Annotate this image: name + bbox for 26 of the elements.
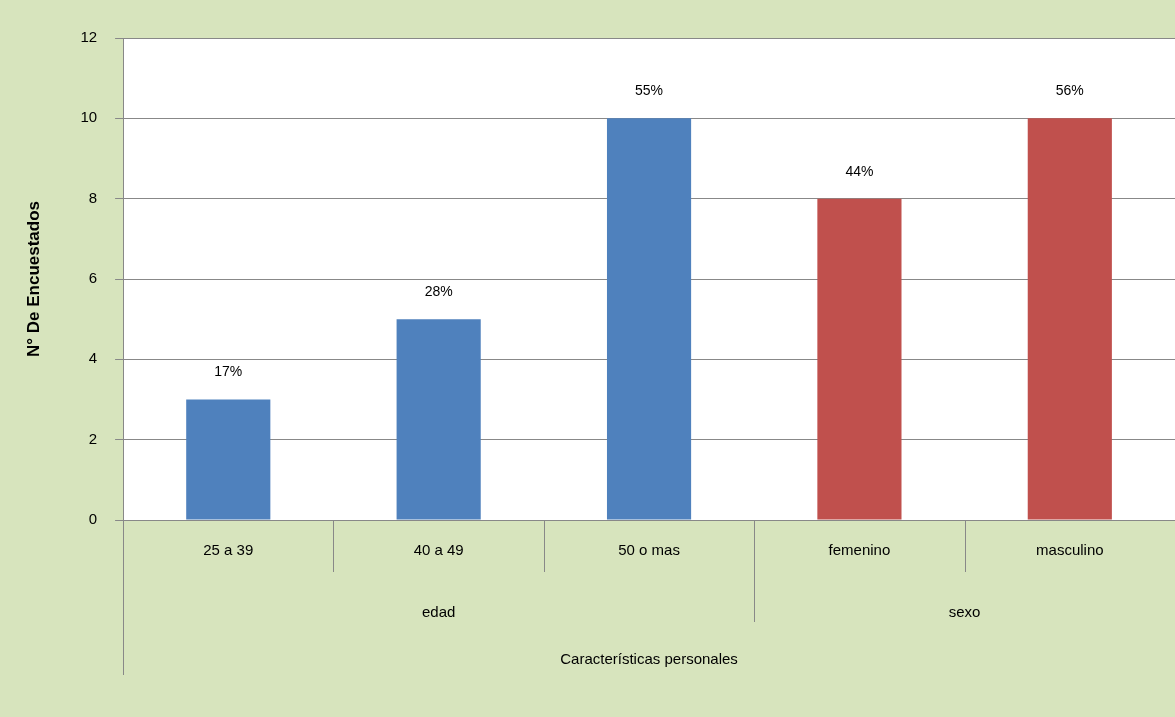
bar	[1027, 118, 1112, 520]
y-tick-label: 6	[88, 269, 98, 287]
y-tick-label: 0	[88, 510, 98, 528]
annotation: 17%	[214, 363, 243, 380]
x-tick-label: 40 a 49	[413, 541, 464, 559]
text: edad	[421, 603, 456, 621]
annotation: 55%	[635, 82, 664, 99]
bar	[186, 399, 271, 520]
annotation: 28%	[424, 283, 453, 300]
y-tick-label: 4	[88, 349, 98, 367]
text: Características personales	[560, 650, 738, 668]
y-tick-label: 12	[80, 28, 98, 46]
bar	[817, 198, 902, 520]
y-tick-label: 2	[88, 429, 98, 447]
x-tick-label: femenino	[828, 541, 891, 559]
x-tick-label: 50 o mas	[618, 541, 680, 559]
annotation: 56%	[1055, 82, 1084, 99]
annotation: 44%	[845, 162, 874, 179]
y-tick-label: 8	[88, 188, 98, 206]
y-axis-title: N° De Encuestados	[23, 200, 43, 358]
text: sexo	[948, 603, 981, 621]
y-tick-label: 10	[80, 108, 98, 126]
bar	[606, 118, 692, 520]
bar	[396, 319, 481, 520]
x-tick-label: masculino	[1036, 541, 1104, 559]
x-tick-label: 25 a 39	[203, 541, 254, 559]
